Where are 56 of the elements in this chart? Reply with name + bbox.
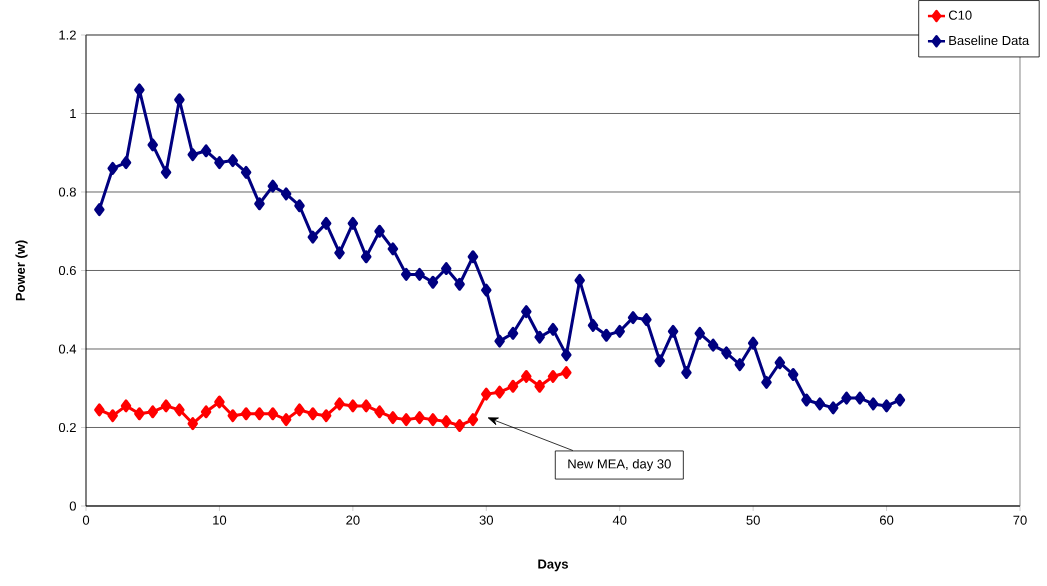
point bbox=[200, 405, 212, 419]
point bbox=[147, 405, 158, 419]
point bbox=[240, 407, 252, 421]
x-tick-label: 70 bbox=[1013, 515, 1027, 525]
legend-label: Baseline Data bbox=[949, 35, 1030, 46]
point bbox=[227, 409, 239, 423]
x-tick-label: 40 bbox=[612, 515, 627, 525]
x-tick-label: 20 bbox=[346, 515, 360, 525]
point bbox=[400, 413, 412, 427]
legend-label: C10 bbox=[948, 10, 972, 20]
x-axis-title: Days bbox=[538, 559, 568, 572]
point bbox=[414, 411, 425, 425]
point bbox=[307, 407, 319, 421]
point bbox=[467, 413, 479, 427]
point bbox=[214, 395, 225, 409]
point bbox=[534, 379, 545, 393]
y-tick-label: 0 bbox=[69, 501, 76, 511]
x-tick-label: 0 bbox=[82, 515, 90, 525]
x-tick-label: 50 bbox=[746, 515, 760, 525]
point bbox=[320, 409, 332, 423]
point bbox=[547, 369, 559, 383]
point bbox=[561, 366, 572, 380]
point bbox=[427, 413, 439, 427]
point bbox=[360, 399, 372, 413]
y-tick-label: 0.4 bbox=[58, 344, 77, 354]
point bbox=[494, 385, 505, 399]
y-tick-label: 1 bbox=[70, 109, 76, 118]
y-tick-label: 0.2 bbox=[58, 422, 76, 433]
x-tick-label: 60 bbox=[879, 515, 894, 525]
point bbox=[374, 405, 385, 419]
x-tick-label: 10 bbox=[213, 515, 227, 525]
x-tick-label: 30 bbox=[479, 515, 494, 525]
point bbox=[280, 413, 292, 427]
y-tick-label: 0.8 bbox=[58, 187, 76, 197]
point bbox=[441, 415, 452, 429]
point bbox=[160, 399, 172, 413]
point bbox=[174, 403, 185, 417]
point bbox=[94, 403, 105, 417]
point bbox=[387, 411, 399, 425]
point bbox=[120, 399, 132, 413]
point bbox=[454, 419, 465, 433]
point bbox=[334, 397, 345, 411]
point bbox=[521, 369, 532, 383]
point bbox=[107, 409, 118, 423]
y-tick-label: 1.2 bbox=[59, 30, 76, 40]
point bbox=[134, 407, 145, 421]
point bbox=[347, 399, 359, 413]
y-tick-label: 0.6 bbox=[58, 265, 76, 276]
point bbox=[267, 407, 279, 421]
point bbox=[187, 417, 198, 431]
point bbox=[254, 407, 265, 421]
point bbox=[294, 403, 305, 417]
point bbox=[507, 379, 519, 393]
y-axis-title: Power (w) bbox=[15, 240, 28, 301]
point bbox=[481, 387, 492, 401]
annotation: New MEA, day 30 bbox=[568, 458, 671, 472]
